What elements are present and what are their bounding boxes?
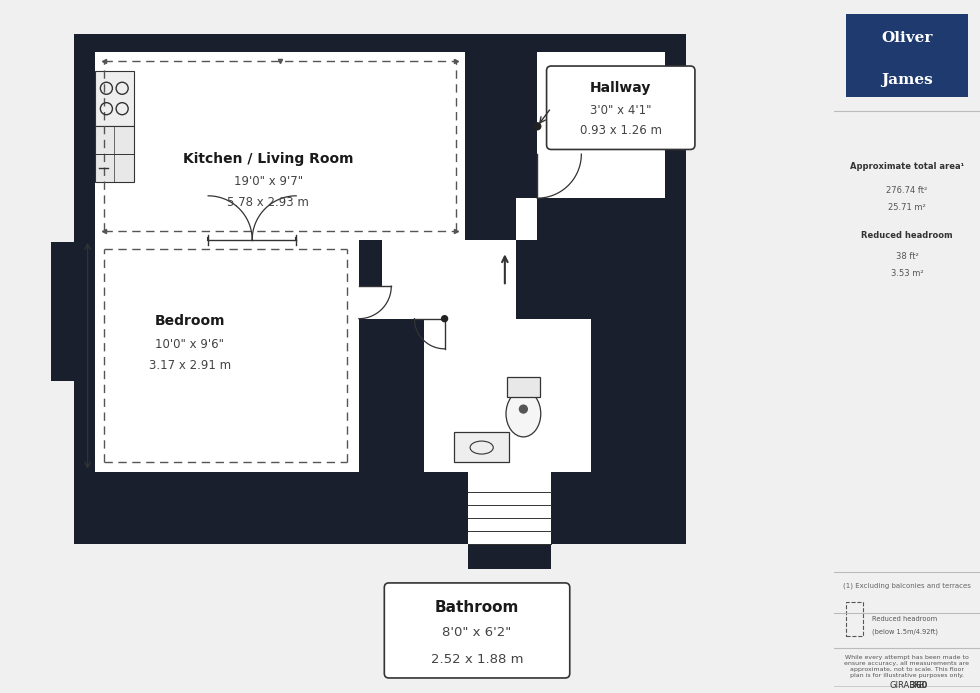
Text: (below 1.5m/4.92ft): (below 1.5m/4.92ft) (872, 629, 938, 635)
FancyBboxPatch shape (384, 583, 569, 678)
Bar (466, 198, 537, 240)
Bar (94, 52, 466, 240)
Bar (537, 52, 664, 198)
Bar (423, 319, 591, 472)
Bar (516, 198, 537, 240)
Bar (467, 543, 551, 569)
Text: 25.71 m²: 25.71 m² (888, 204, 926, 212)
Text: 3.17 x 2.91 m: 3.17 x 2.91 m (149, 358, 230, 371)
Bar (94, 126, 134, 182)
Bar (51, 242, 74, 381)
Bar (359, 240, 516, 319)
Text: Bathroom: Bathroom (435, 599, 519, 615)
Text: 2.52 x 1.88 m: 2.52 x 1.88 m (431, 653, 523, 666)
Bar (359, 319, 423, 472)
Circle shape (441, 315, 448, 322)
Text: Approximate total area¹: Approximate total area¹ (850, 162, 964, 170)
Text: Kitchen / Living Room: Kitchen / Living Room (183, 152, 354, 166)
Bar (846, 602, 863, 636)
Text: 0.93 x 1.26 m: 0.93 x 1.26 m (580, 125, 662, 137)
Text: Reduced headroom: Reduced headroom (872, 616, 937, 622)
Bar (74, 33, 686, 543)
Bar (423, 319, 591, 472)
Circle shape (533, 122, 542, 130)
Text: Oliver: Oliver (881, 31, 933, 45)
FancyBboxPatch shape (846, 14, 968, 97)
Text: 10'0" x 9'6": 10'0" x 9'6" (155, 337, 224, 351)
Bar (359, 240, 516, 319)
Bar (359, 240, 516, 319)
Bar (359, 240, 405, 319)
Text: 3.53 m²: 3.53 m² (891, 270, 923, 278)
Bar (467, 472, 551, 543)
Bar (382, 240, 516, 319)
Text: 19'0" x 9'7": 19'0" x 9'7" (234, 175, 303, 188)
Bar (94, 240, 359, 472)
Text: GIRAFFE: GIRAFFE (890, 681, 924, 690)
Text: Bedroom: Bedroom (155, 314, 224, 328)
Text: 8'0" x 6'2": 8'0" x 6'2" (442, 626, 512, 639)
FancyBboxPatch shape (547, 66, 695, 150)
Text: (1) Excluding balconies and terraces: (1) Excluding balconies and terraces (843, 582, 971, 589)
Polygon shape (466, 52, 516, 240)
Text: While every attempt has been made to
ensure accuracy, all measurements are
appro: While every attempt has been made to ens… (845, 656, 969, 678)
Text: Hallway: Hallway (590, 81, 652, 95)
Text: 38 ft²: 38 ft² (896, 252, 918, 261)
Circle shape (518, 405, 528, 414)
Ellipse shape (506, 391, 541, 437)
Text: 5.78 x 2.93 m: 5.78 x 2.93 m (227, 196, 310, 209)
Text: Reduced headroom: Reduced headroom (861, 231, 953, 240)
Polygon shape (359, 240, 423, 472)
Text: 276.74 ft²: 276.74 ft² (886, 186, 928, 195)
Text: James: James (881, 73, 933, 87)
Bar (466, 52, 537, 198)
Text: 3'0" x 4'1": 3'0" x 4'1" (590, 103, 652, 116)
Bar (94, 71, 134, 126)
Bar (454, 432, 510, 462)
Bar (467, 472, 551, 543)
Bar (508, 376, 540, 398)
Bar (94, 52, 466, 240)
Bar (516, 198, 537, 240)
Text: 360: 360 (887, 681, 927, 690)
Bar (537, 52, 664, 198)
Bar (94, 240, 359, 472)
